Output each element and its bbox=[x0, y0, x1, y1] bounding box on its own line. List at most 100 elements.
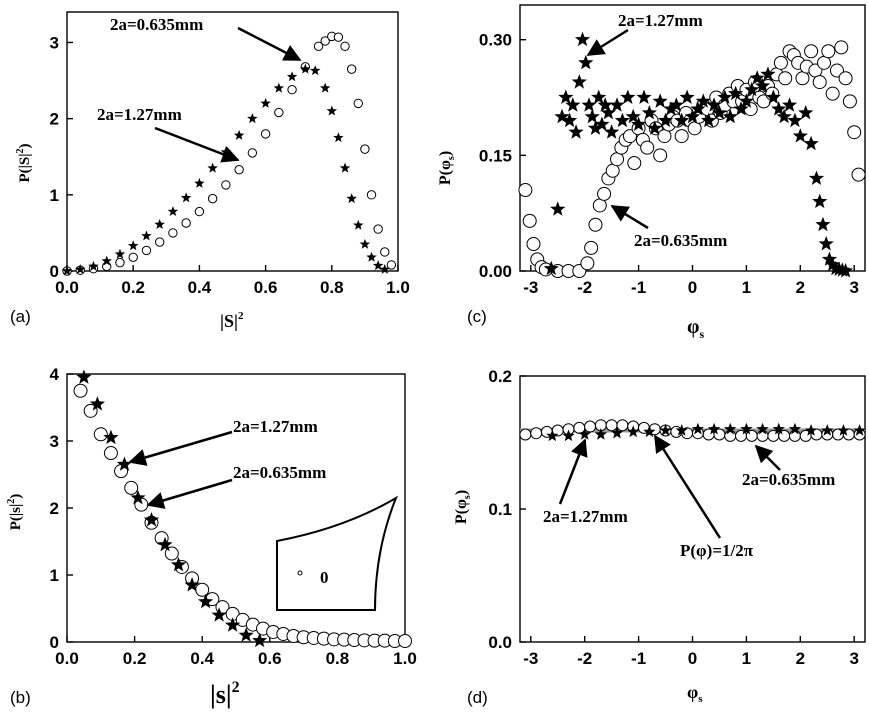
data-point-star-marker bbox=[707, 422, 721, 435]
data-point-circle-marker bbox=[851, 167, 866, 182]
data-point-star-marker bbox=[170, 556, 187, 572]
data-point-star-marker bbox=[247, 113, 258, 124]
data-point-star-marker bbox=[724, 422, 737, 435]
data-point-circle-marker bbox=[724, 429, 737, 442]
data-point-star-marker bbox=[760, 66, 776, 81]
y-tick-label: 2 bbox=[50, 110, 59, 129]
x-tick-label: 1.0 bbox=[393, 649, 417, 668]
data-point-star-marker bbox=[207, 162, 218, 173]
x-tick-label: 1.0 bbox=[386, 278, 410, 297]
y-tick-label: 0.00 bbox=[479, 262, 512, 281]
x-tick-label: 3 bbox=[849, 278, 858, 297]
data-point-circle-marker bbox=[530, 427, 543, 440]
inset-label: 0 bbox=[320, 568, 329, 587]
data-point-star-marker bbox=[339, 162, 351, 173]
data-point-star-marker bbox=[578, 54, 594, 70]
data-point-circle-marker bbox=[778, 71, 793, 86]
data-point-star-marker bbox=[561, 112, 578, 128]
data-point-circle-marker bbox=[597, 186, 612, 201]
data-point-star-marker bbox=[550, 201, 566, 216]
data-point-star-marker bbox=[157, 536, 173, 552]
panel-b: 0.0 0.2 0.4 0.6 0.8 1.0 0 1 2 3 4 (b) |s|2 P(|s|2)… bbox=[6, 365, 417, 709]
y-axis-label: P(|s|2) bbox=[6, 494, 24, 531]
data-point-circle-marker bbox=[627, 156, 642, 171]
data-point-star-marker bbox=[233, 129, 245, 140]
data-point-circle-marker bbox=[584, 240, 599, 255]
data-point-circle-marker bbox=[526, 237, 541, 252]
annotation-2a-127: 2a=1.27mm bbox=[233, 417, 318, 436]
data-point-star-marker bbox=[609, 97, 625, 112]
data-point-circle-marker bbox=[353, 98, 363, 109]
data-point-circle-marker bbox=[340, 41, 350, 51]
data-point-star-marker bbox=[180, 192, 192, 203]
annotation-arrow bbox=[754, 444, 781, 471]
y-axis-label: P(|S|2) bbox=[15, 143, 33, 182]
x-tick-label: 0.4 bbox=[188, 278, 212, 297]
x-tick-label: 2 bbox=[796, 649, 805, 668]
data-point-star-marker bbox=[765, 89, 781, 104]
data-point-circle-marker bbox=[380, 247, 390, 257]
annotation-2a-0635: 2a=0.635mm bbox=[742, 470, 835, 489]
data-point-star-marker bbox=[837, 263, 854, 278]
y-tick-label: 0.30 bbox=[479, 31, 512, 50]
y-tick-label: 0 bbox=[50, 633, 59, 652]
data-point-star-marker bbox=[853, 424, 866, 436]
data-point-star-marker bbox=[604, 124, 620, 139]
data-point-star-marker bbox=[597, 97, 613, 112]
data-point-star-marker bbox=[738, 93, 755, 108]
data-point-star-marker bbox=[103, 429, 119, 445]
data-point-circle-marker bbox=[181, 218, 191, 228]
x-tick-label: 0.0 bbox=[55, 649, 79, 668]
data-point-star-marker bbox=[75, 263, 86, 274]
annotation-arrow bbox=[558, 438, 588, 505]
data-point-star-marker bbox=[238, 627, 254, 642]
annotation-arrow bbox=[653, 434, 722, 539]
data-point-star-marker bbox=[684, 108, 701, 124]
data-point-star-marker bbox=[674, 112, 690, 128]
x-tick-label: -3 bbox=[523, 278, 538, 297]
data-point-star-marker bbox=[562, 429, 575, 442]
annotation-arrow bbox=[146, 478, 233, 509]
data-point-star-marker bbox=[194, 177, 205, 188]
data-point-circle-marker bbox=[674, 129, 689, 144]
y-axis-label: P(φs) bbox=[453, 490, 473, 524]
data-point-circle-marker bbox=[605, 419, 618, 432]
data-point-star-marker bbox=[546, 429, 559, 442]
data-point-star-marker bbox=[197, 593, 214, 609]
data-point-star-marker bbox=[788, 422, 802, 435]
annotation-2a-0635: 2a=0.635mm bbox=[110, 15, 203, 34]
data-point-star-marker bbox=[101, 255, 112, 266]
data-point-star-marker bbox=[706, 97, 722, 112]
data-point-circle-marker bbox=[260, 129, 271, 139]
data-point-star-marker bbox=[141, 230, 152, 241]
data-point-star-marker bbox=[663, 101, 679, 116]
data-point-star-marker bbox=[740, 422, 753, 435]
x-tick-label: 0.2 bbox=[121, 278, 145, 297]
annotation-2a-127: 2a=1.27mm bbox=[618, 11, 703, 30]
data-point-star-marker bbox=[711, 104, 728, 120]
data-point-star-marker bbox=[76, 369, 92, 384]
data-point-star-marker bbox=[821, 251, 838, 266]
data-point-star-marker bbox=[614, 112, 631, 128]
data-point-circle-marker bbox=[93, 427, 108, 442]
x-tick-label: 1 bbox=[742, 649, 751, 668]
data-point-star-marker bbox=[652, 93, 668, 108]
panel-c: -3 -2 -1 0 1 2 3 0.00 0.15 0.30 (c) φs P(φs) 2a=1… bbox=[437, 4, 866, 341]
data-point-circle-marker bbox=[247, 148, 258, 158]
data-point-star-marker bbox=[636, 89, 652, 104]
data-point-circle-marker bbox=[73, 383, 88, 398]
data-point-star-marker bbox=[804, 424, 818, 436]
data-point-star-marker bbox=[808, 170, 825, 185]
data-point-circle-marker bbox=[519, 428, 532, 441]
y-tick-label: 0.15 bbox=[479, 146, 512, 165]
x-tick-label: 0.2 bbox=[123, 649, 147, 668]
x-tick-label: 3 bbox=[849, 649, 858, 668]
data-point-star-marker bbox=[252, 632, 268, 648]
data-point-star-marker bbox=[641, 104, 657, 120]
annotation-2a-127: 2a=1.27mm bbox=[97, 105, 182, 124]
data-point-star-marker bbox=[273, 82, 285, 93]
billiard-inset: 0 bbox=[276, 495, 399, 611]
data-point-circle-marker bbox=[398, 633, 412, 648]
